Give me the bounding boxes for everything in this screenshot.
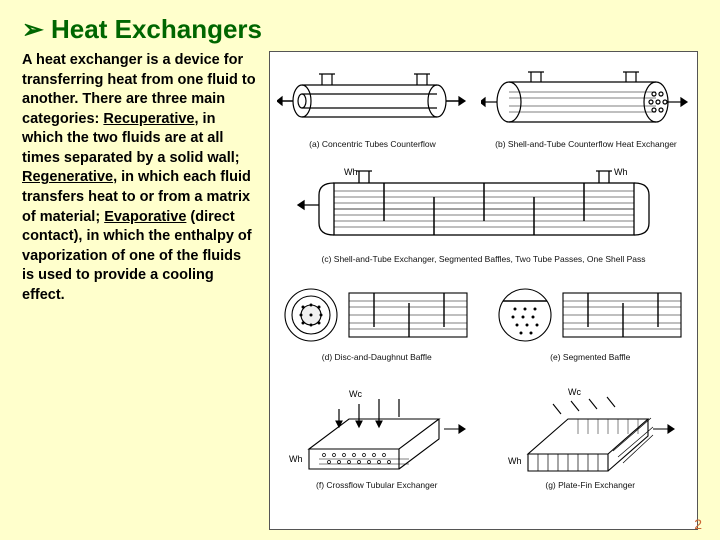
caption-a: (a) Concentric Tubes Counterflow (309, 140, 436, 150)
concentric-tubes-icon (277, 64, 467, 138)
segmented-baffle-icon (493, 279, 688, 351)
svg-text:Wh: Wh (289, 454, 303, 464)
disc-doughnut-baffle-icon (279, 279, 474, 351)
figures-panel: (a) Concentric Tubes Counterflow (269, 51, 698, 530)
figure-g: Wc Wh (g) Plate-Fin Exchanger (484, 365, 698, 493)
body-text: A heat exchanger is a device for transfe… (22, 51, 257, 530)
svg-text:Wh: Wh (614, 167, 628, 177)
svg-text:Wh: Wh (508, 456, 522, 466)
bullet-arrow: ➢ (22, 14, 44, 44)
figure-a: (a) Concentric Tubes Counterflow (270, 52, 475, 152)
figure-c: Wh Wh (c) Shell-and-Tube Exchanger, Segm… (270, 152, 697, 267)
svg-text:Wc: Wc (349, 389, 362, 399)
svg-text:Wc: Wc (568, 387, 581, 397)
svg-text:Wh: Wh (344, 167, 358, 177)
caption-c: (c) Shell-and-Tube Exchanger, Segmented … (322, 255, 646, 265)
caption-g: (g) Plate-Fin Exchanger (545, 481, 635, 491)
caption-e: (e) Segmented Baffle (550, 353, 630, 363)
shell-tube-counterflow-icon (481, 64, 691, 138)
title-text: Heat Exchangers (51, 14, 262, 44)
caption-b: (b) Shell-and-Tube Counterflow Heat Exch… (495, 140, 677, 150)
slide-title: ➢ Heat Exchangers (22, 14, 698, 45)
figure-e: (e) Segmented Baffle (484, 267, 698, 365)
page-number: 2 (694, 516, 702, 532)
figure-f: Wc Wh (f) Crossflow Tubular Exchanger (270, 365, 484, 493)
figure-d: (d) Disc-and-Daughnut Baffle (270, 267, 484, 365)
caption-d: (d) Disc-and-Daughnut Baffle (322, 353, 432, 363)
plate-fin-icon: Wc Wh (493, 379, 688, 479)
shell-tube-baffles-icon: Wh Wh (284, 165, 684, 253)
caption-f: (f) Crossflow Tubular Exchanger (316, 481, 437, 491)
crossflow-tubular-icon: Wc Wh (279, 379, 474, 479)
figure-b: (b) Shell-and-Tube Counterflow Heat Exch… (475, 52, 697, 152)
